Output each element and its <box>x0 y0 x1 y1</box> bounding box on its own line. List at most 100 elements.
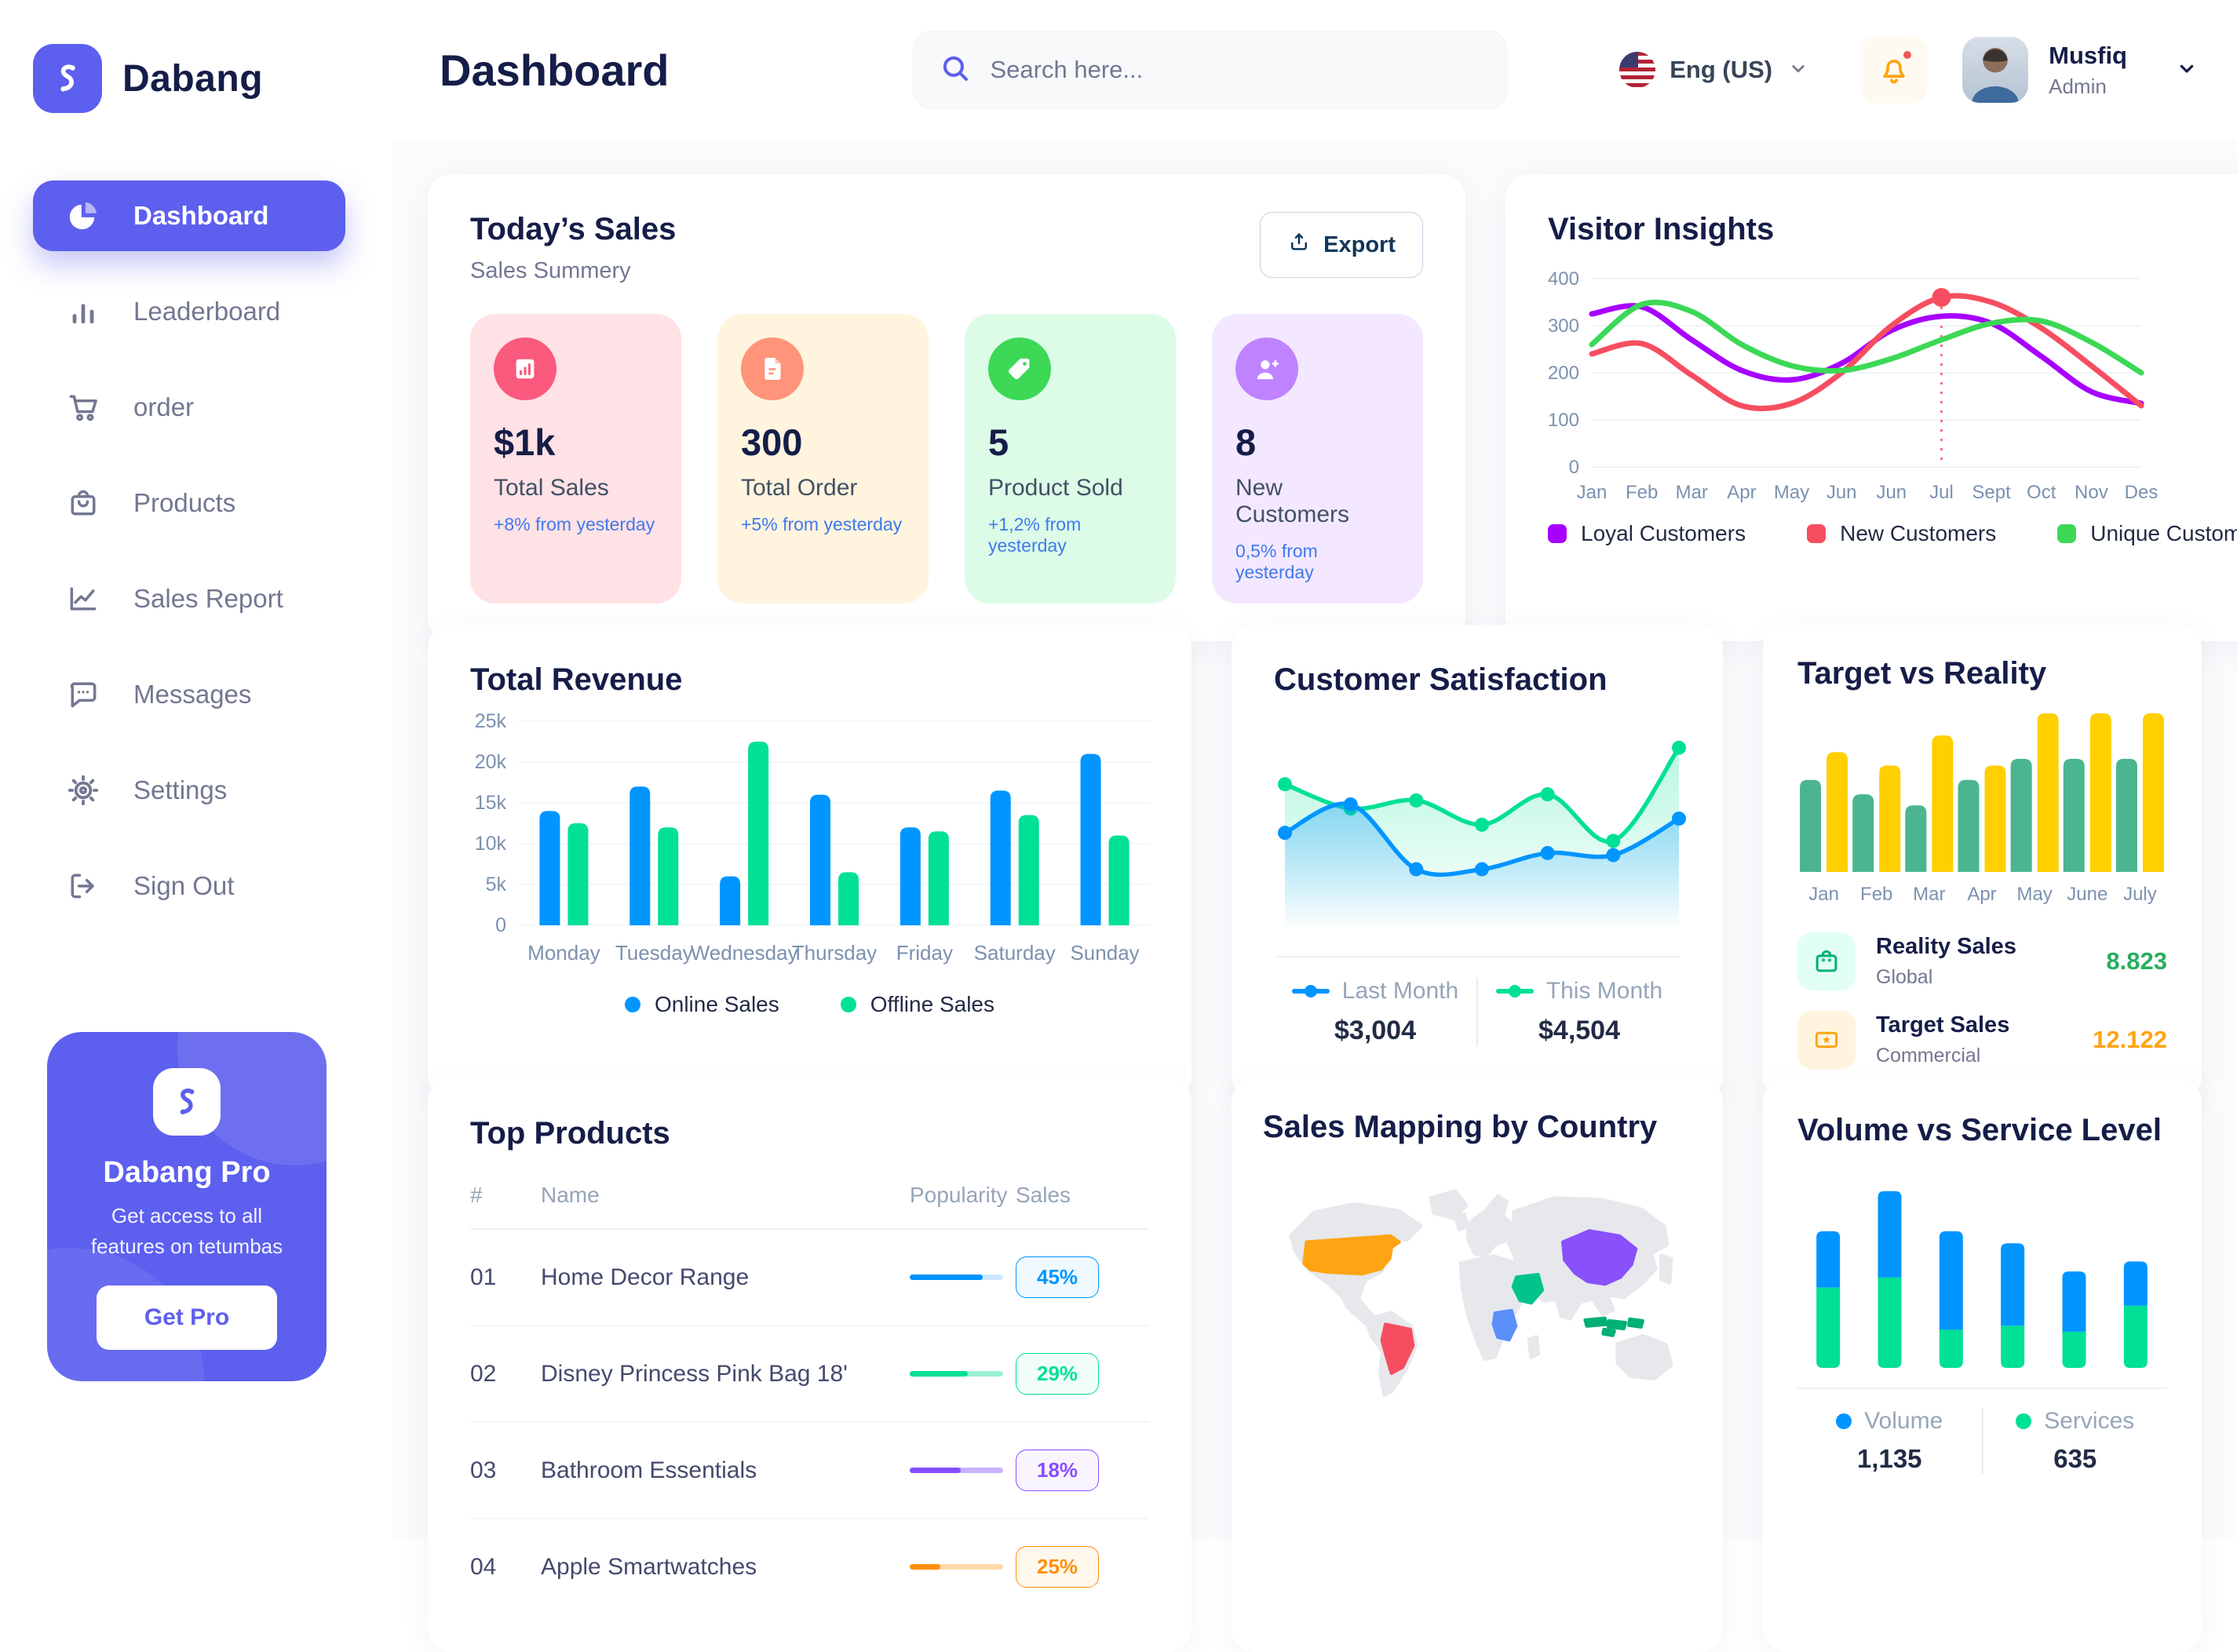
svg-text:15k: 15k <box>475 792 507 814</box>
stat-label: Total Sales <box>494 475 609 501</box>
visitor-insights-card: Visitor Insights 0 100 200 300 400 Jan Feb Mar A… <box>1505 174 2237 641</box>
sign-out-icon <box>66 869 100 903</box>
legend-label: New Customers <box>1840 521 1997 545</box>
export-button[interactable]: Export <box>1260 212 1423 278</box>
reality-sales-value: 8.823 <box>2106 947 2167 975</box>
sidebar-nav: Dashboard Leaderboard order Products <box>0 181 392 921</box>
search-input[interactable] <box>990 56 1481 84</box>
svg-text:July: July <box>2123 884 2157 905</box>
stat-delta: +8% from yesterday <box>494 514 655 534</box>
tag-icon <box>988 337 1051 400</box>
sidebar-item-messages[interactable]: Messages <box>33 659 345 730</box>
language-label: Eng (US) <box>1670 56 1773 83</box>
target-sales-sublabel: Commercial <box>1876 1045 1981 1067</box>
brand-logo-icon <box>33 44 102 113</box>
target-sales-row: Target Sales Commercial 12.122 <box>1797 1011 2167 1069</box>
total-revenue-legend: Online Sales Offline Sales <box>470 992 1149 1017</box>
svg-text:Oct: Oct <box>2027 482 2056 503</box>
product-name: Bathroom Essentials <box>541 1457 757 1483</box>
chevron-down-icon <box>1786 57 1810 84</box>
this-month-value: $4,504 <box>1538 1016 1620 1045</box>
sales-badge: 18% <box>1016 1450 1100 1491</box>
stat-cards: $1k Total Sales +8% from yesterday 300 T… <box>470 314 1423 604</box>
reality-sales-sublabel: Global <box>1876 966 1933 988</box>
svg-text:200: 200 <box>1548 363 1579 384</box>
sidebar-item-sales-report[interactable]: Sales Report <box>33 563 345 634</box>
column-header: Popularity <box>910 1183 1008 1207</box>
svg-text:Apr: Apr <box>1967 884 1996 905</box>
target-vs-reality-chart: Jan Feb Mar Apr May June July <box>1797 698 2167 912</box>
svg-text:Jun: Jun <box>1876 482 1907 503</box>
legend-label: Online Sales <box>654 992 779 1016</box>
sidebar-item-label: Products <box>133 488 236 517</box>
product-number: 04 <box>470 1553 497 1580</box>
stat-value: $1k <box>494 421 556 463</box>
legend-label: Unique Customers <box>2090 521 2237 545</box>
services-dot <box>2016 1413 2032 1429</box>
cart-icon <box>66 390 100 425</box>
volume-service-card: Volume vs Service Level Volume 1,135 Ser… <box>1763 1078 2202 1652</box>
svg-text:Friday: Friday <box>896 941 953 965</box>
sidebar-item-dashboard[interactable]: Dashboard <box>33 181 345 251</box>
sidebar-item-label: Leaderboard <box>133 297 281 326</box>
line-chart-icon <box>66 582 100 616</box>
stat-label: Product Sold <box>988 475 1123 501</box>
sales-map-card: Sales Mapping by Country <box>1232 1078 1723 1652</box>
table-row: 03 Bathroom Essentials 18% <box>470 1423 1149 1519</box>
product-name: Disney Princess Pink Bag 18' <box>541 1360 848 1387</box>
greenland-shape <box>1429 1189 1469 1220</box>
brazil-shape <box>1380 1322 1415 1375</box>
today-sales-card: Today’s Sales Sales Summery Export <box>428 174 1465 641</box>
stat-label: New Customers <box>1235 475 1350 527</box>
last-month-value: $3,004 <box>1334 1016 1416 1045</box>
reality-sales-row: Reality Sales Global 8.823 <box>1797 932 2167 990</box>
brand[interactable]: Dabang <box>0 0 392 113</box>
column-header: # <box>470 1183 483 1207</box>
brand-name: Dabang <box>122 57 264 100</box>
africa-shape <box>1458 1254 1527 1361</box>
dr-congo-shape <box>1491 1308 1518 1342</box>
volume-service-legend: Volume 1,135 Services 635 <box>1797 1408 2167 1474</box>
sales-badge: 45% <box>1016 1256 1100 1298</box>
stat-card-total-sales: $1k Total Sales +8% from yesterday <box>470 314 681 604</box>
svg-text:Mar: Mar <box>1676 482 1708 503</box>
stat-delta: +1,2% from yesterday <box>988 514 1082 556</box>
export-label: Export <box>1323 232 1396 257</box>
product-number: 01 <box>470 1264 497 1290</box>
language-selector[interactable]: Eng (US) <box>1619 52 1810 88</box>
united-states-shape <box>1302 1234 1401 1276</box>
sidebar-item-settings[interactable]: Settings <box>33 755 345 826</box>
order-file-icon <box>741 337 804 400</box>
svg-text:0: 0 <box>1569 457 1579 478</box>
volume-value: 1,135 <box>1856 1444 1922 1473</box>
sidebar-item-leaderboard[interactable]: Leaderboard <box>33 276 345 347</box>
table-row: 01 Home Decor Range 45% <box>470 1230 1149 1326</box>
indonesia-shape <box>1627 1317 1644 1329</box>
svg-text:June: June <box>2067 884 2107 905</box>
notification-bell-button[interactable] <box>1860 36 1929 104</box>
sidebar-item-sign-out[interactable]: Sign Out <box>33 851 345 921</box>
sales-badge: 29% <box>1016 1353 1100 1395</box>
pro-upgrade-card: Dabang Pro Get access to all features on… <box>47 1032 327 1381</box>
top-products-header: # Name Popularity Sales <box>470 1183 1149 1230</box>
sidebar-item-order[interactable]: order <box>33 372 345 443</box>
sidebar: Dabang Dashboard Leaderboard order <box>0 0 392 1538</box>
search-box <box>912 31 1507 109</box>
svg-text:Jan: Jan <box>1577 482 1608 503</box>
user-profile[interactable]: Musfiq Admin <box>1962 37 2199 103</box>
this-month-legend: This Month $4,504 <box>1476 978 1680 1046</box>
page-title: Dashboard <box>440 45 670 95</box>
sidebar-item-products[interactable]: Products <box>33 468 345 538</box>
last-month-legend: Last Month $3,004 <box>1274 978 1476 1046</box>
top-products-rows: 01 Home Decor Range 45% 02 Disney Princess P… <box>470 1230 1149 1614</box>
svg-text:Mar: Mar <box>1913 884 1945 905</box>
world-map <box>1263 1172 1691 1403</box>
topbar-right: Eng (US) Musfiq Admin <box>1619 36 2199 104</box>
indonesia-shape <box>1601 1327 1616 1337</box>
today-sales-subtitle: Sales Summery <box>470 258 631 283</box>
bell-icon <box>1883 60 1905 84</box>
popularity-bar <box>910 1371 1003 1377</box>
column-header: Sales <box>1016 1183 1071 1207</box>
get-pro-button[interactable]: Get Pro <box>97 1285 277 1350</box>
svg-text:25k: 25k <box>475 712 507 732</box>
